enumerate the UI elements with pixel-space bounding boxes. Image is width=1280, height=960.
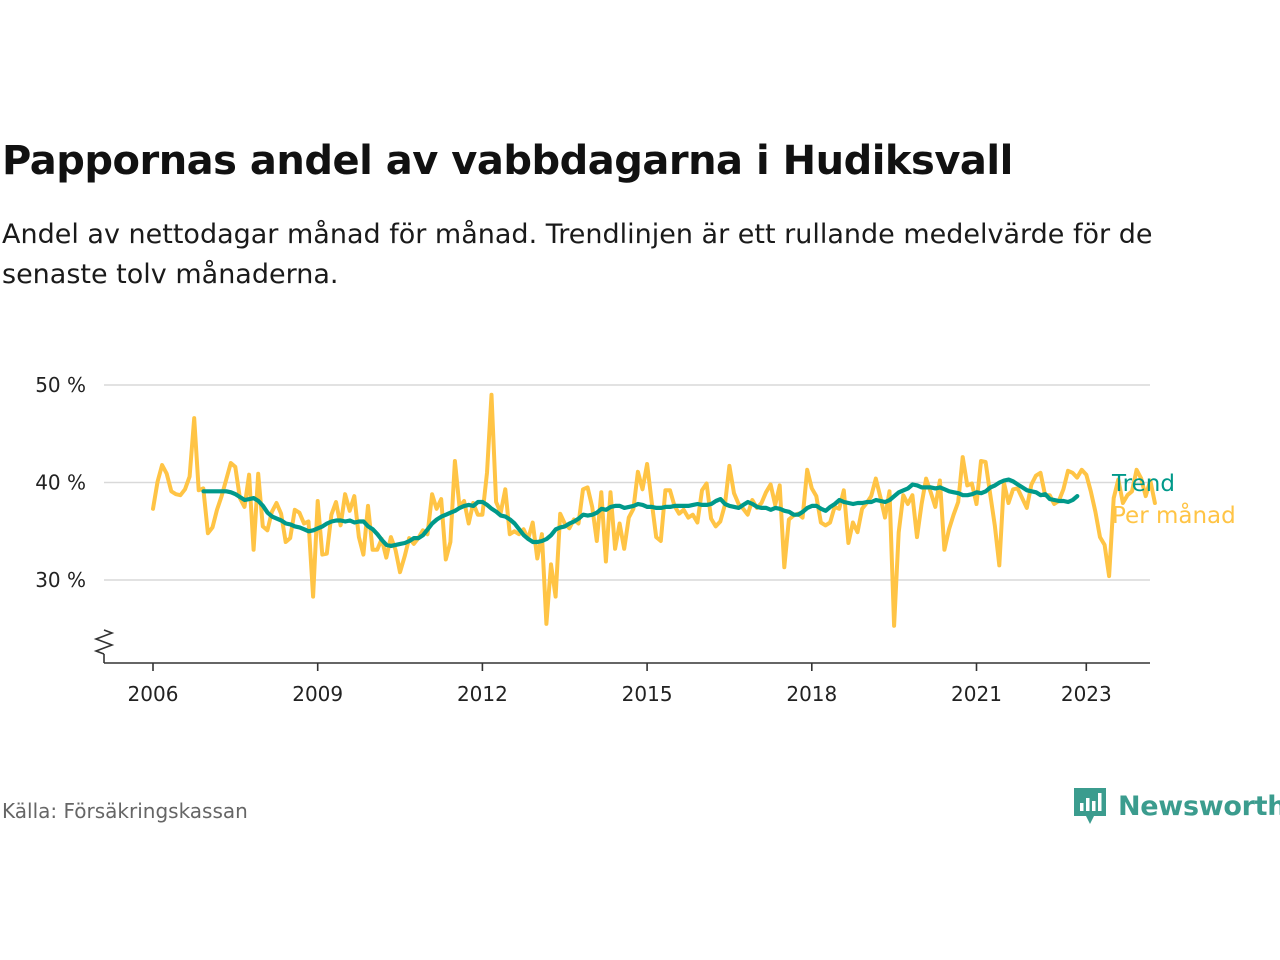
y-tick-label: 40 % [35, 471, 86, 495]
gridlines [104, 384, 1150, 581]
x-tick-label: 2018 [786, 682, 837, 706]
y-tick-label: 50 % [35, 373, 86, 397]
chart-subtitle: Andel av nettodagar månad för månad. Tre… [2, 219, 1153, 290]
x-axis: 2006 2009 2012 2015 2018 2021 2023 [93, 629, 1150, 706]
legend: Trend Per månad [1111, 471, 1236, 529]
y-axis-labels: 30 % 40 % 50 % [35, 373, 86, 592]
line-chart: 30 % 40 % 50 % 2006 2009 2012 2015 2018 2021 202… [35, 373, 1236, 706]
series-line-per-manad [151, 392, 1157, 628]
x-tick-label: 2012 [457, 682, 508, 706]
x-tick-label: 2023 [1061, 682, 1112, 706]
chart-title: Pappornas andel av vabbdagarna i Hudiksv… [2, 138, 1013, 184]
x-tick-label: 2021 [951, 682, 1002, 706]
x-tick-label: 2006 [128, 682, 179, 706]
series-line-trend [201, 477, 1080, 549]
bar-chart-speech-bubble-icon [1074, 788, 1106, 824]
x-tick-label: 2015 [622, 682, 673, 706]
series-lines [151, 392, 1157, 628]
legend-label-trend: Trend [1111, 471, 1175, 497]
axis-break-icon [93, 629, 115, 655]
y-tick-label: 30 % [35, 568, 86, 592]
legend-label-per-manad: Per månad [1112, 501, 1236, 529]
brand-name: Newsworthy [1118, 790, 1280, 822]
x-tick-label: 2009 [292, 682, 343, 706]
source-note: Källa: Försäkringskassan [2, 799, 248, 823]
newsworthy-logo[interactable]: Newsworthy [1072, 786, 1280, 826]
